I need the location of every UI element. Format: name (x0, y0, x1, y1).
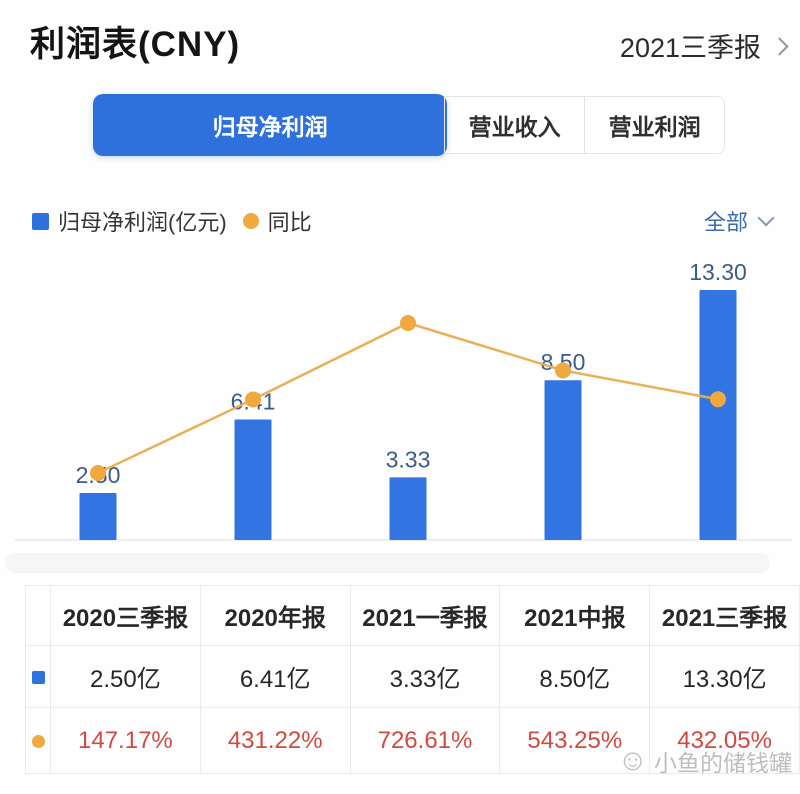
yoy-point-2021中报 (555, 362, 571, 379)
pct-cell: 726.61% (349, 707, 501, 774)
value-cell: 8.50亿 (499, 645, 651, 708)
legend-row: 归母净利润(亿元) 同比 全部 (32, 205, 775, 237)
bar-2021三季报[interactable] (699, 290, 737, 540)
tab-label: 归母净利润 (212, 114, 328, 140)
tab-net-profit[interactable]: 归母净利润 (93, 94, 448, 156)
tab-operating-profit[interactable]: 营业利润 (584, 97, 724, 153)
value-cell: 3.33亿 (349, 645, 501, 708)
chevron-right-icon (770, 37, 789, 56)
pct-cell: 431.22% (199, 707, 351, 774)
range-filter-dropdown[interactable]: 全部 (703, 205, 775, 237)
value-cell: 13.30亿 (649, 645, 800, 708)
range-filter-label: 全部 (703, 210, 748, 235)
blue-square-icon (31, 670, 45, 684)
tab-label: 营业收入 (468, 114, 561, 140)
tab-label: 营业利润 (608, 114, 701, 140)
bar-value-label: 3.33 (386, 446, 431, 472)
pct-cell: 147.17% (50, 707, 201, 774)
watermark: ☺ 小鱼的储钱罐 (617, 744, 792, 778)
yoy-point-2020年报 (245, 391, 261, 408)
pct-cell: 432.05% (649, 707, 800, 774)
row-icon-cell (25, 645, 51, 708)
bar-2020三季报[interactable] (79, 493, 117, 540)
period-column-header: 2021一季报 (349, 585, 501, 646)
financials-table: 2020三季报 2020年报 2021一季报 2021中报 2021三季报 2.… (25, 585, 800, 774)
row-icon-cell (25, 707, 51, 774)
yoy-point-2021三季报 (710, 391, 726, 408)
watermark-face-icon: ☺ (617, 744, 648, 777)
period-column-header: 2020年报 (199, 585, 351, 646)
tab-revenue[interactable]: 营业收入 (444, 97, 584, 153)
yoy-point-2021一季报 (400, 315, 416, 331)
period-column-header: 2021三季报 (649, 585, 800, 646)
pct-cell: 543.25% (499, 707, 651, 774)
bar-value-label: 13.30 (689, 259, 747, 285)
bar-legend-label: 归母净利润(亿元) (58, 210, 227, 235)
value-cell: 6.41亿 (199, 645, 351, 708)
watermark-text: 小鱼的储钱罐 (654, 750, 792, 776)
table-row-yoy: 147.17% 431.22% 726.61% 543.25% 432.05% (25, 707, 800, 774)
icon-column-header (25, 585, 51, 646)
value-cell: 2.50亿 (50, 645, 201, 708)
period-column-header: 2021中报 (499, 585, 651, 646)
period-selector[interactable]: 2021三季报 (619, 26, 789, 65)
page-title: 利润表(CNY) (30, 25, 241, 64)
line-legend-swatch-icon (242, 213, 259, 229)
horizontal-scrollbar[interactable] (5, 553, 770, 573)
table-header-row: 2020三季报 2020年报 2021一季报 2021中报 2021三季报 (25, 585, 800, 646)
yoy-point-2020三季报 (90, 465, 106, 481)
period-column-header: 2020三季报 (50, 585, 201, 646)
period-label: 2021三季报 (619, 33, 761, 63)
chevron-down-icon (757, 209, 775, 227)
bar-2021一季报[interactable] (389, 477, 427, 540)
bar-2020年报[interactable] (234, 419, 272, 540)
tab-bar: 归母净利润 营业收入 营业利润 (93, 94, 725, 156)
line-legend-label: 同比 (267, 210, 312, 235)
table-row-net-profit: 2.50亿 6.41亿 3.33亿 8.50亿 13.30亿 (25, 645, 800, 708)
bar-2021中报[interactable] (544, 380, 582, 540)
bar-legend-swatch-icon (32, 212, 49, 230)
orange-dot-icon (31, 734, 45, 748)
